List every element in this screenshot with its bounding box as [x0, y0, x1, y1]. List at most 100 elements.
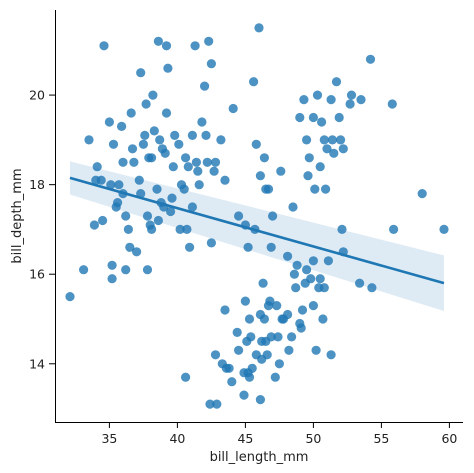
data-point — [317, 117, 327, 127]
data-point — [365, 54, 376, 64]
data-point — [276, 166, 286, 176]
data-point — [345, 99, 355, 109]
data-point — [302, 265, 312, 275]
data-point — [141, 99, 151, 109]
data-point — [299, 95, 309, 105]
data-point — [89, 220, 99, 230]
data-point — [417, 189, 427, 199]
data-point — [182, 224, 192, 234]
data-point — [367, 283, 377, 293]
data-point — [194, 180, 204, 190]
data-point — [142, 211, 153, 221]
data-point — [270, 372, 280, 382]
data-point — [121, 211, 131, 221]
data-point — [160, 148, 170, 158]
data-point — [295, 112, 305, 123]
data-point — [266, 242, 276, 252]
x-tick-label: 60 — [441, 431, 457, 446]
data-point — [126, 108, 136, 118]
plot-area — [65, 23, 449, 409]
data-point — [272, 301, 282, 311]
data-point — [202, 157, 212, 167]
data-point — [179, 184, 189, 194]
data-point — [268, 211, 278, 221]
data-point — [346, 90, 357, 100]
data-point — [308, 301, 318, 311]
data-point — [228, 103, 238, 114]
data-point — [170, 130, 180, 140]
data-point — [297, 305, 308, 315]
data-point — [113, 198, 123, 208]
regression-line — [69, 176, 445, 285]
data-point — [220, 175, 230, 185]
data-point — [118, 157, 128, 167]
data-point — [209, 166, 219, 176]
y-tick-label: 18 — [29, 177, 45, 192]
data-point — [161, 41, 172, 51]
data-point — [136, 68, 146, 78]
data-point — [266, 332, 276, 342]
data-point — [259, 153, 269, 163]
data-point — [274, 359, 284, 369]
data-point — [255, 309, 265, 320]
data-point — [152, 184, 162, 194]
data-point — [132, 247, 142, 257]
data-point — [296, 323, 306, 333]
scatter-points — [65, 23, 449, 409]
data-point — [210, 350, 221, 360]
data-point — [107, 274, 117, 284]
data-point — [114, 180, 124, 190]
data-point — [315, 162, 325, 172]
data-point — [117, 121, 127, 131]
data-point — [181, 372, 191, 382]
data-point — [193, 166, 203, 176]
confidence-band — [69, 161, 444, 311]
data-point — [147, 153, 157, 163]
data-point — [212, 399, 222, 409]
data-point — [185, 242, 195, 252]
data-point — [220, 305, 230, 315]
data-point — [326, 350, 336, 360]
data-point — [312, 90, 323, 100]
axes: 35 40 45 50 55 60 14 16 18 20 — [29, 10, 463, 446]
data-point — [129, 157, 139, 167]
data-point — [197, 117, 207, 127]
data-point — [155, 135, 165, 145]
data-point — [310, 184, 320, 194]
data-point — [246, 332, 256, 342]
data-point — [326, 95, 336, 105]
x-tick-label: 50 — [305, 431, 321, 446]
data-point — [338, 144, 348, 154]
data-point — [138, 139, 148, 149]
y-tick-label: 20 — [29, 88, 45, 103]
data-point — [134, 175, 144, 185]
data-point — [92, 162, 102, 172]
data-point — [321, 184, 331, 194]
data-point — [284, 345, 294, 355]
data-point — [291, 283, 301, 293]
data-point — [315, 274, 325, 284]
data-point — [304, 153, 314, 163]
data-point — [79, 265, 89, 275]
data-point — [319, 135, 329, 145]
data-point — [140, 130, 150, 140]
data-point — [99, 41, 109, 51]
data-point — [240, 296, 250, 306]
data-point — [206, 59, 216, 69]
data-point — [303, 171, 313, 181]
data-point — [258, 278, 268, 288]
data-point — [288, 202, 298, 212]
y-tick-label: 16 — [29, 267, 45, 282]
data-point — [142, 265, 153, 275]
data-point — [356, 95, 366, 105]
data-point — [311, 345, 321, 355]
data-point — [336, 135, 346, 145]
data-point — [96, 175, 106, 185]
data-point — [247, 363, 257, 373]
data-point — [273, 332, 283, 342]
data-point — [234, 345, 244, 355]
x-ticks: 35 40 45 50 55 60 — [101, 422, 457, 446]
data-point — [84, 135, 94, 145]
data-point — [263, 301, 274, 311]
data-point — [234, 211, 244, 221]
